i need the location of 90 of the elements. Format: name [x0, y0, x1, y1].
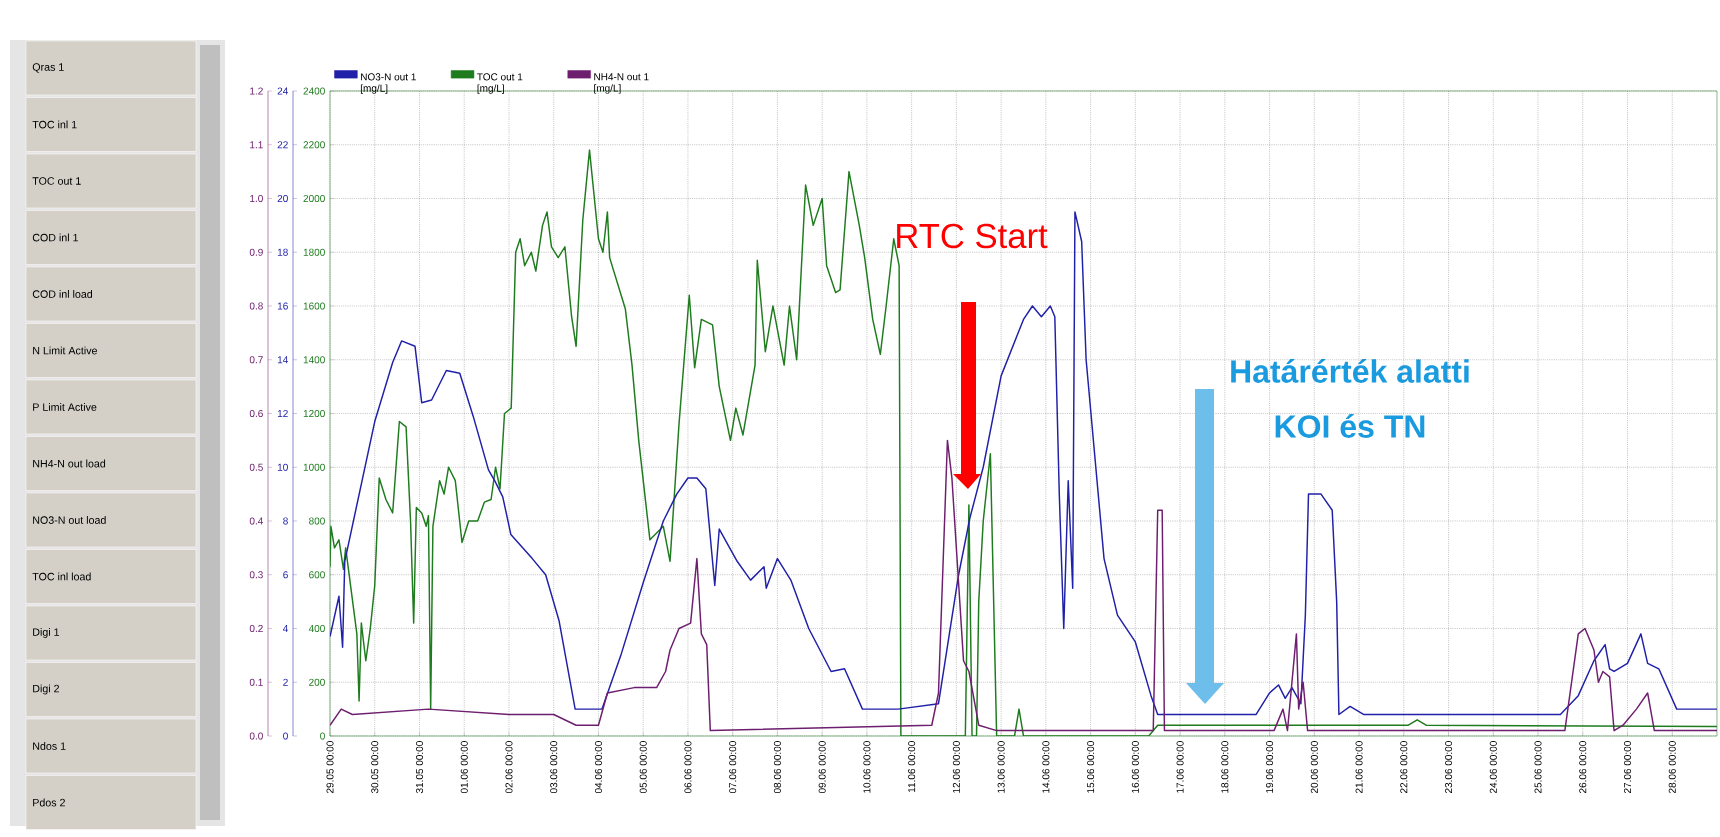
y2-tick-label: 16 [277, 302, 288, 310]
y2-tick-label: 24 [277, 87, 289, 95]
text: TOC inl load [32, 572, 91, 581]
y-tick-label: 0.5 [249, 463, 263, 471]
x-tick-label: 30.05 00:00 [371, 741, 379, 794]
legend-label: NH4-N out 1 [mg/L] [594, 73, 649, 94]
x-tick-label: 27.06 00:00 [1623, 741, 1632, 794]
text: N Limit Active [33, 346, 97, 355]
y3-tick-label: 600 [309, 571, 325, 579]
x-tick-label: 09.06 00:00 [818, 741, 826, 794]
x-tick-label: 20.06 00:00 [1310, 741, 1318, 794]
y-tick-label: 0.2 [249, 624, 263, 633]
x-tick-label: 11.06 00:00 [908, 741, 916, 793]
text: Digi 1 [33, 628, 60, 638]
annotation: RTC Start [897, 223, 1048, 249]
y2-tick-label: 6 [283, 571, 288, 579]
x-tick-label: 04.06 00:00 [594, 741, 602, 794]
text: Pdos 2 [33, 798, 65, 807]
x-tick-label: 19.06 00:00 [1266, 741, 1274, 793]
y3-tick-label: 400 [308, 624, 325, 633]
x-tick-label: 05.06 00:00 [639, 741, 647, 794]
text: TOC out 1 [32, 177, 81, 185]
text: NH4-N out load [33, 459, 106, 468]
y2-tick-label: 20 [277, 194, 288, 203]
text: TOC inl 1 [32, 120, 77, 129]
x-tick-label: 08.06 00:00 [773, 741, 781, 794]
annotation: Határérték alatti [1231, 359, 1469, 383]
y3-tick-label: 2200 [303, 141, 325, 149]
x-tick-label: 15.06 00:00 [1087, 741, 1095, 793]
y3-tick-label: 0 [320, 732, 325, 740]
x-tick-label: 10.06 00:00 [863, 741, 871, 793]
y3-tick-label: 2000 [303, 194, 325, 203]
legend-label: NO3-N out 1 [mg/L] [360, 73, 416, 94]
y3-tick-label: 1400 [303, 356, 325, 364]
y2-tick-label: 12 [277, 409, 288, 417]
y-tick-label: 0.9 [249, 248, 263, 256]
y-tick-label: 0.1 [249, 678, 263, 686]
y3-tick-label: 800 [309, 517, 325, 525]
x-tick-label: 18.06 00:00 [1221, 741, 1229, 793]
y2-tick-label: 10 [277, 463, 288, 471]
text: COD inl 1 [32, 233, 78, 242]
text: NO3-N out load [33, 516, 106, 524]
y3-tick-label: 1600 [303, 302, 325, 310]
x-tick-label: 22.06 00:00 [1400, 741, 1408, 794]
y-tick-label: 1.2 [250, 87, 263, 95]
x-tick-label: 21.06 00:00 [1355, 741, 1363, 794]
y-tick-label: 0.3 [249, 571, 263, 579]
text: P Limit Active [33, 403, 97, 411]
x-tick-label: 06.06 00:00 [684, 741, 692, 794]
y3-tick-label: 200 [309, 678, 325, 686]
x-tick-label: 14.06 00:00 [1042, 741, 1050, 793]
y2-tick-label: 2 [283, 678, 288, 686]
y-tick-label: 0.0 [249, 732, 263, 740]
x-tick-label: 16.06 00:00 [1131, 741, 1139, 793]
x-tick-label: 12.06 00:00 [952, 741, 960, 793]
x-tick-label: 29.05 00:00 [326, 741, 334, 794]
text: COD inl load [32, 290, 93, 298]
y2-tick-label: 18 [277, 248, 288, 256]
y2-tick-label: 8 [283, 517, 288, 525]
x-tick-label: 03.06 00:00 [550, 741, 558, 794]
y-tick-label: 0.8 [249, 302, 263, 310]
y2-tick-label: 22 [277, 141, 288, 149]
text: Digi 2 [33, 684, 59, 695]
x-tick-label: 01.06 00:00 [460, 741, 468, 794]
y-tick-label: 0.4 [249, 517, 264, 525]
annotation: KOI és TN [1275, 414, 1425, 438]
x-tick-label: 25.06 00:00 [1534, 741, 1542, 794]
x-tick-label: 13.06 00:00 [997, 741, 1005, 793]
y2-tick-label: 4 [282, 625, 289, 632]
y3-tick-label: 1800 [303, 248, 325, 256]
x-tick-label: 31.05 00:00 [415, 741, 424, 794]
x-tick-label: 26.06 00:00 [1579, 741, 1587, 794]
x-tick-label: 24.06 00:00 [1489, 741, 1497, 794]
text: Ndos 1 [33, 742, 66, 750]
x-tick-label: 28.06 00:00 [1668, 741, 1676, 794]
y3-tick-label: 1200 [303, 409, 325, 418]
y2-tick-label: 14 [277, 356, 289, 364]
text: Qras 1 [32, 63, 64, 73]
legend-label: TOC out 1 [mg/L] [477, 73, 523, 94]
y-tick-label: 0.7 [249, 356, 263, 364]
y-tick-label: 0.6 [249, 409, 263, 418]
x-tick-label: 07.06 00:00 [729, 741, 737, 794]
x-tick-label: 02.06 00:00 [505, 741, 513, 794]
y-tick-label: 1.1 [250, 141, 263, 149]
y-tick-label: 1.0 [250, 194, 263, 203]
y3-tick-label: 2400 [303, 87, 325, 95]
x-tick-label: 17.06 00:00 [1176, 741, 1184, 793]
y2-tick-label: 0 [283, 732, 288, 740]
x-tick-label: 23.06 00:00 [1444, 741, 1453, 794]
y3-tick-label: 1000 [303, 463, 325, 471]
